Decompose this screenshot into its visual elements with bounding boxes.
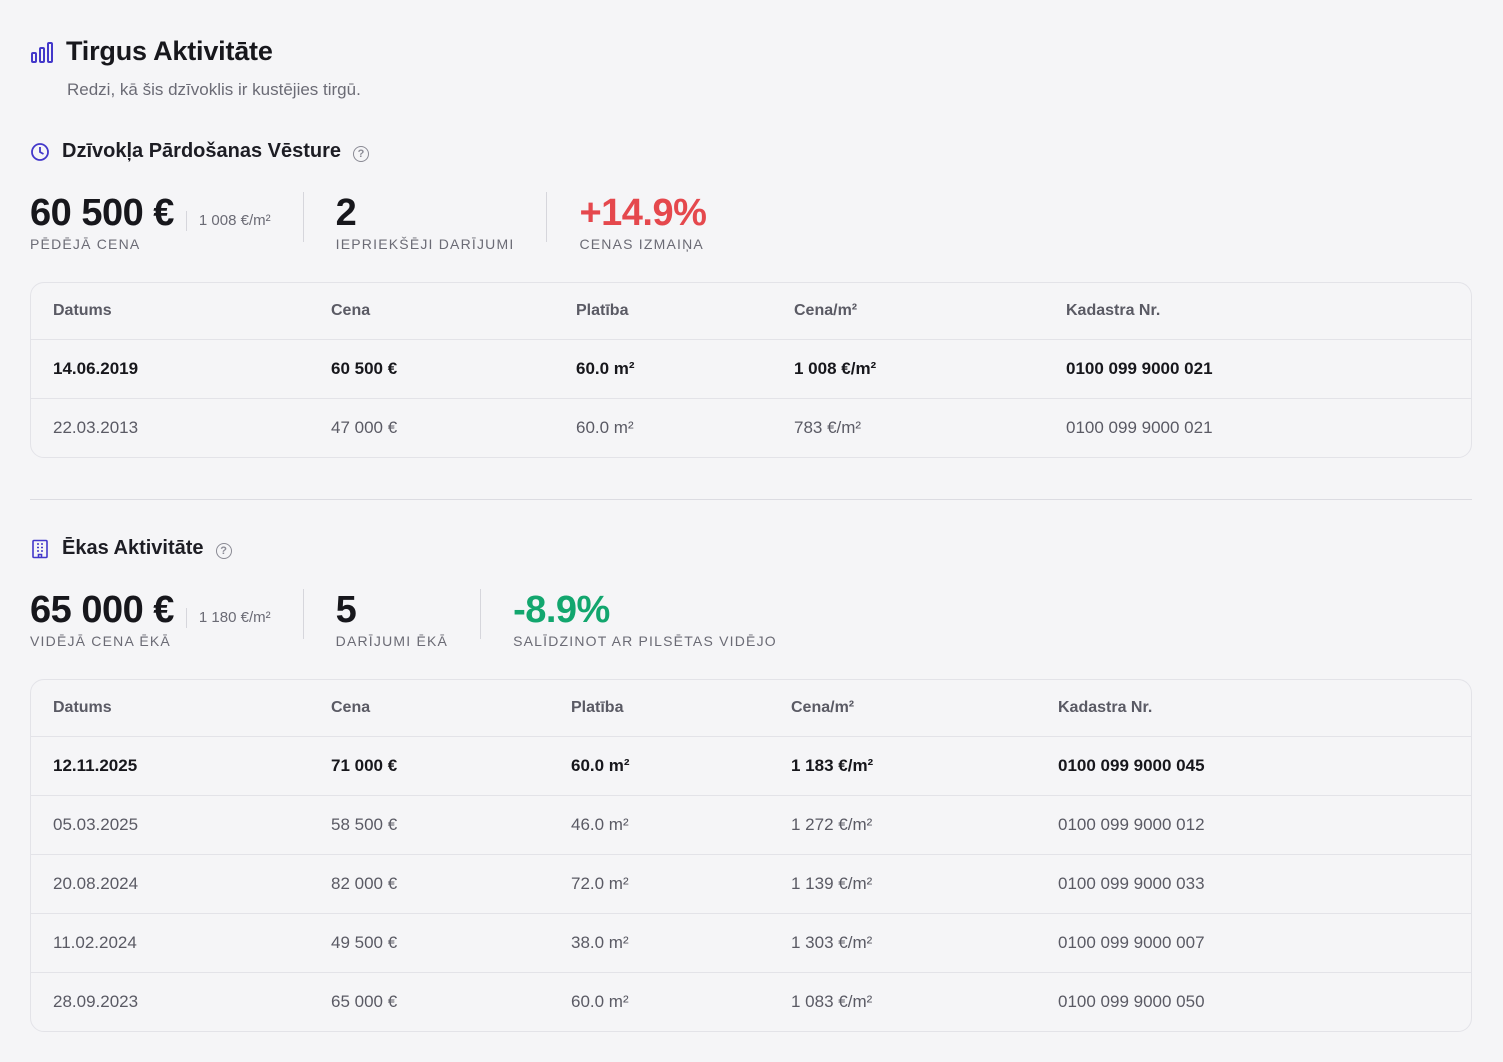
cell-price: 47 000 € [331,418,398,437]
stat-divider [480,589,482,639]
building-stats: 65 000 € 1 180 €/m² Vidējā cena ēkā 5 Da… [30,589,777,649]
price-change-label: Cenas izmaiņa [579,236,704,252]
cell-price-per-m2: 1 303 €/m² [791,933,873,952]
cell-cadastre: 0100 099 9000 007 [1058,933,1205,952]
column-header-date[interactable]: Datums [53,302,112,319]
building-activity-table: Datums Cena Platība Cena/m² Kadastra Nr.… [30,679,1472,1032]
column-header-price[interactable]: Cena [331,302,371,319]
section-divider [30,499,1472,500]
cell-price-per-m2: 1 183 €/m² [791,756,874,775]
building-deals-stat: 5 Darījumi ēkā [336,589,448,649]
column-header-area[interactable]: Platība [576,302,629,319]
table-row[interactable]: 28.09.2023 65 000 € 60.0 m² 1 083 €/m² 0… [31,972,1471,1031]
cell-price-per-m2: 1 139 €/m² [791,874,873,893]
table-row[interactable]: 11.02.2024 49 500 € 38.0 m² 1 303 €/m² 0… [31,913,1471,972]
table-row[interactable]: 20.08.2024 82 000 € 72.0 m² 1 139 €/m² 0… [31,854,1471,913]
avg-price-value: 65 000 € [30,589,174,631]
city-compare-value: -8.9% [513,589,610,631]
cell-date: 22.03.2013 [53,418,139,437]
table-row[interactable]: 05.03.2025 58 500 € 46.0 m² 1 272 €/m² 0… [31,795,1471,854]
cell-date: 28.09.2023 [53,992,139,1011]
last-price-value: 60 500 € [30,192,174,234]
price-change-value: +14.9% [579,192,707,234]
column-header-cadastre[interactable]: Kadastra Nr. [1058,699,1153,716]
bar-chart-icon [30,40,54,64]
clock-icon [30,142,50,162]
building-activity-header: Ēkas Aktivitāte ? [30,537,232,560]
cell-cadastre: 0100 099 9000 033 [1058,874,1205,893]
cell-price: 82 000 € [331,874,398,893]
cell-cadastre: 0100 099 9000 021 [1066,359,1213,378]
page-title: Tirgus Aktivitāte [66,36,273,66]
stat-divider [546,192,548,242]
cell-area: 72.0 m² [571,874,629,893]
cell-date: 11.02.2024 [53,933,137,952]
column-header-cadastre[interactable]: Kadastra Nr. [1066,302,1161,319]
cell-price: 60 500 € [331,359,398,378]
cell-price: 71 000 € [331,756,398,775]
column-header-price[interactable]: Cena [331,699,371,716]
prev-deals-label: Iepriekšēji darījumi [335,236,515,252]
avg-price-label: Vidējā cena ēkā [30,633,171,649]
cell-price: 49 500 € [331,933,398,952]
city-compare-label: Salīdzinot ar pilsētas vidējo [513,633,777,649]
column-header-date[interactable]: Datums [53,699,112,716]
cell-cadastre: 0100 099 9000 012 [1058,815,1205,834]
last-price-stat: 60 500 € 1 008 €/m² Pēdējā cena [30,192,271,252]
cell-area: 38.0 m² [571,933,629,952]
table-row[interactable]: 12.11.2025 71 000 € 60.0 m² 1 183 €/m² 0… [31,736,1471,795]
table-row[interactable]: 22.03.2013 47 000 € 60.0 m² 783 €/m² 010… [31,398,1471,457]
cell-area: 60.0 m² [576,359,635,378]
cell-cadastre: 0100 099 9000 050 [1058,992,1205,1011]
cell-price-per-m2: 1 008 €/m² [794,359,877,378]
cell-price: 58 500 € [331,815,398,834]
cell-cadastre: 0100 099 9000 021 [1066,418,1213,437]
table-header-row: Datums Cena Platība Cena/m² Kadastra Nr. [31,283,1471,339]
building-icon [30,539,50,559]
cell-area: 46.0 m² [571,815,629,834]
cell-date: 20.08.2024 [53,874,139,893]
cell-area: 60.0 m² [571,756,630,775]
table-header-row: Datums Cena Platība Cena/m² Kadastra Nr. [31,680,1471,736]
apartment-history-title: Dzīvokļa Pārdošanas Vēsture [62,140,342,162]
cell-area: 60.0 m² [576,418,634,437]
prev-deals-value: 2 [335,192,357,234]
cell-price-per-m2: 1 083 €/m² [791,992,873,1011]
column-header-area[interactable]: Platība [571,699,624,716]
page-header: Tirgus Aktivitāte [30,36,273,67]
avg-price-stat: 65 000 € 1 180 €/m² Vidējā cena ēkā [30,589,271,649]
building-deals-value: 5 [335,589,357,631]
page-subtitle: Redzi, kā šis dzīvoklis ir kustējies tir… [67,80,361,99]
last-price-label: Pēdējā cena [30,236,141,252]
apartment-history-header: Dzīvokļa Pārdošanas Vēsture ? [30,140,370,163]
help-circle-icon[interactable]: ? [215,542,232,559]
column-header-price-per-m2[interactable]: Cena/m² [794,302,858,319]
apartment-history-table: Datums Cena Platība Cena/m² Kadastra Nr.… [30,282,1472,458]
city-compare-stat: -8.9% Salīdzinot ar pilsētas vidējo [513,589,777,649]
table-row[interactable]: 14.06.2019 60 500 € 60.0 m² 1 008 €/m² 0… [31,339,1471,398]
cell-cadastre: 0100 099 9000 045 [1058,756,1205,775]
cell-price: 65 000 € [331,992,398,1011]
building-activity-title: Ēkas Aktivitāte [62,537,204,559]
cell-date: 14.06.2019 [53,359,139,378]
stat-divider [302,589,304,639]
stat-divider [302,192,304,242]
apartment-stats: 60 500 € 1 008 €/m² Pēdējā cena 2 Ieprie… [30,192,707,252]
avg-price-per-m2: 1 180 €/m² [185,608,271,628]
building-deals-label: Darījumi ēkā [335,633,449,649]
help-circle-icon[interactable]: ? [353,145,370,162]
price-change-stat: +14.9% Cenas izmaiņa [579,192,706,252]
last-price-per-m2: 1 008 €/m² [185,211,271,231]
cell-price-per-m2: 783 €/m² [794,418,862,437]
cell-date: 05.03.2025 [53,815,139,834]
cell-date: 12.11.2025 [53,756,138,775]
cell-area: 60.0 m² [571,992,629,1011]
prev-deals-stat: 2 Iepriekšēji darījumi [336,192,515,252]
cell-price-per-m2: 1 272 €/m² [791,815,873,834]
column-header-price-per-m2[interactable]: Cena/m² [791,699,855,716]
